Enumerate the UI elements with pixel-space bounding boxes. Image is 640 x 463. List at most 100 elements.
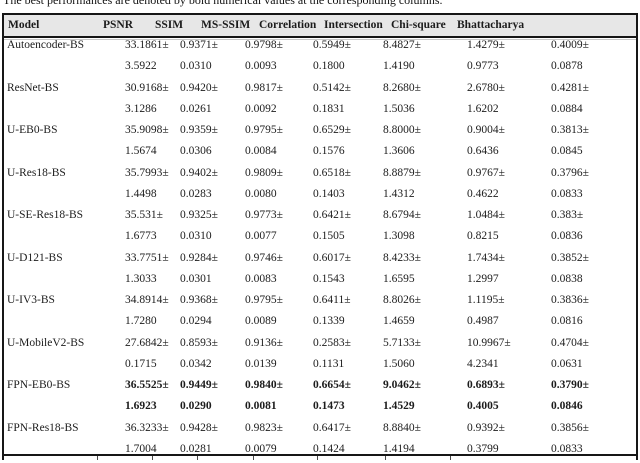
metric-mean: 0.3813± xyxy=(551,124,589,136)
metric-mean: 10.9967± xyxy=(467,336,511,349)
metric-mean: 35.9098± xyxy=(125,124,169,136)
metric-std: 1.4498 xyxy=(125,187,157,200)
table-row-line: U-Res18-BS 35.7993± 0.9402± 0.9809± 0.6518± 8… xyxy=(4,166,636,187)
metric-mean: 0.8593± xyxy=(180,336,218,349)
metric-std: 1.5674 xyxy=(125,145,157,158)
metric-std: 1.5060 xyxy=(383,357,415,370)
metric-std: 1.4312 xyxy=(383,187,415,200)
metric-mean: 8.4827± xyxy=(383,39,421,51)
metric-std: 1.7004 xyxy=(125,442,157,455)
metric-std: 1.3098 xyxy=(383,230,415,243)
metric-mean: 0.3856± xyxy=(551,421,589,434)
metric-mean: 0.6421± xyxy=(313,209,351,221)
table-row-line: U-D121-BS 33.7751± 0.9284± 0.9746± 0.6017± 8.… xyxy=(4,251,636,272)
metric-mean: 8.2680± xyxy=(383,81,421,94)
metric-mean: 0.6411± xyxy=(313,294,351,306)
model-cell: ResNet-BS xyxy=(7,81,59,94)
metric-std: 0.0631 xyxy=(551,357,583,370)
metric-std: 0.0281 xyxy=(180,442,212,455)
metric-std: 0.0884 xyxy=(551,102,583,115)
metric-mean: 0.9840± xyxy=(245,379,283,391)
metric-std: 0.9773 xyxy=(467,60,499,73)
metric-std: 0.1424 xyxy=(313,442,345,455)
table-row-line: 1.3033 0.0301 0.0083 0.1543 1.6595 1.2997 0.08… xyxy=(4,272,636,293)
metric-std: 0.0310 xyxy=(180,60,212,73)
table-row-line: 1.6773 0.0310 0.0077 0.1505 1.3098 0.8215 0.08… xyxy=(4,229,636,250)
metric-mean: 0.2583± xyxy=(313,336,351,349)
metric-std: 1.2997 xyxy=(467,272,499,285)
metric-mean: 0.9136± xyxy=(245,336,283,349)
metric-mean: 5.7133± xyxy=(383,336,421,349)
metric-std: 0.1715 xyxy=(125,357,157,370)
metric-mean: 0.9392± xyxy=(467,421,505,434)
table-row-line: 0.1715 0.0342 0.0139 0.1131 1.5060 4.2341 0.06… xyxy=(4,357,636,378)
model-cell: U-EB0-BS xyxy=(7,124,58,136)
table-caption: The best performances are denoted by bol… xyxy=(3,0,443,7)
metric-mean: 0.3836± xyxy=(551,294,589,306)
metric-std: 0.1505 xyxy=(313,230,345,243)
table-row-line: 1.5674 0.0306 0.0084 0.1576 1.3606 0.6436 0.08… xyxy=(4,144,636,165)
model-cell: U-MobileV2-BS xyxy=(7,336,85,349)
metric-std: 1.3606 xyxy=(383,145,415,158)
metric-mean: 8.4233± xyxy=(383,251,421,264)
column-tick xyxy=(197,456,198,460)
metric-std: 1.4529 xyxy=(383,400,415,413)
metric-mean: 1.1195± xyxy=(467,294,505,306)
metric-mean: 0.9402± xyxy=(180,166,218,179)
metric-std: 0.0084 xyxy=(245,145,277,158)
metric-mean: 1.7434± xyxy=(467,251,505,264)
table-bottom-border xyxy=(2,454,638,456)
column-tick xyxy=(317,456,318,460)
metric-std: 1.6595 xyxy=(383,272,415,285)
model-cell: FPN-EB0-BS xyxy=(7,379,71,391)
metric-std: 0.0139 xyxy=(245,357,277,370)
metric-std: 0.8215 xyxy=(467,230,499,243)
metric-std: 0.0290 xyxy=(180,400,212,413)
metric-std: 1.4194 xyxy=(383,442,415,455)
metric-std: 0.0083 xyxy=(245,272,277,285)
metric-mean: 0.4704± xyxy=(551,336,589,349)
header-cell-model: Model xyxy=(8,19,40,31)
metric-mean: 0.9809± xyxy=(245,166,283,179)
metric-mean: 0.3852± xyxy=(551,251,589,264)
model-cell: Autoencoder-BS xyxy=(7,39,85,51)
column-tick xyxy=(97,456,98,460)
metric-mean: 0.6518± xyxy=(313,166,351,179)
metric-mean: 8.6794± xyxy=(383,209,421,221)
metric-mean: 0.4281± xyxy=(551,81,589,94)
metric-mean: 0.3790± xyxy=(551,379,589,391)
metric-mean: 0.5949± xyxy=(313,39,351,51)
metric-std: 0.0261 xyxy=(180,102,212,115)
header-cell-ssim: SSIM xyxy=(155,19,184,31)
metric-mean: 0.9795± xyxy=(245,294,283,306)
metric-std: 0.1339 xyxy=(313,315,345,328)
metric-std: 0.0079 xyxy=(245,442,277,455)
metric-mean: 0.9746± xyxy=(245,251,283,264)
table-row-line: U-SE-Res18-BS 35.531± 0.9325± 0.9773± 0.6421… xyxy=(4,208,636,229)
metric-std: 0.0077 xyxy=(245,230,277,243)
metric-mean: 0.9798± xyxy=(245,39,283,51)
model-cell: FPN-Res18-BS xyxy=(7,421,79,434)
metric-std: 0.0846 xyxy=(551,400,583,413)
column-tick xyxy=(385,456,386,460)
metric-mean: 0.3796± xyxy=(551,166,589,179)
header-cell-bhattacharya: Bhattacharya xyxy=(457,19,525,31)
column-tick xyxy=(253,456,254,460)
table-row-line: U-IV3-BS 34.8914± 0.9368± 0.9795± 0.6411± 8.8… xyxy=(4,293,636,314)
metric-mean: 0.9767± xyxy=(467,166,505,179)
metric-mean: 0.6654± xyxy=(313,379,351,391)
metric-mean: 0.9368± xyxy=(180,294,218,306)
metric-std: 1.7280 xyxy=(125,315,157,328)
metric-mean: 36.3233± xyxy=(125,421,169,434)
metric-mean: 0.5142± xyxy=(313,81,351,94)
metric-std: 0.0838 xyxy=(551,272,583,285)
model-cell: U-IV3-BS xyxy=(7,294,55,306)
metric-std: 1.4659 xyxy=(383,315,415,328)
metric-mean: 0.6017± xyxy=(313,251,351,264)
header-cell-ms-ssim: MS-SSIM xyxy=(201,19,251,31)
metric-mean: 0.9449± xyxy=(180,379,218,391)
metric-mean: 0.9823± xyxy=(245,421,283,434)
metric-mean: 8.8840± xyxy=(383,421,421,434)
metric-std: 0.0342 xyxy=(180,357,212,370)
metric-std: 0.1473 xyxy=(313,400,345,413)
